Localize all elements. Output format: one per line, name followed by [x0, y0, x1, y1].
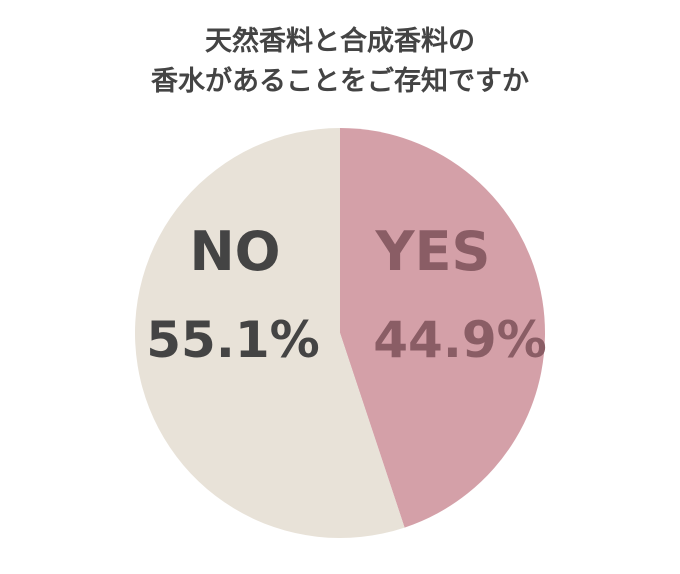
slice-label: NO — [189, 220, 280, 283]
pie-slice — [134, 128, 405, 538]
chart-title: 香水があることをご存知ですか — [151, 65, 529, 97]
slice-label: YES — [375, 220, 491, 283]
value-label: 44.9% — [373, 311, 546, 369]
chart-title: 天然香料と合成香料の — [205, 25, 475, 57]
value-label: 55.1% — [146, 311, 319, 369]
pie-slice — [340, 128, 545, 528]
